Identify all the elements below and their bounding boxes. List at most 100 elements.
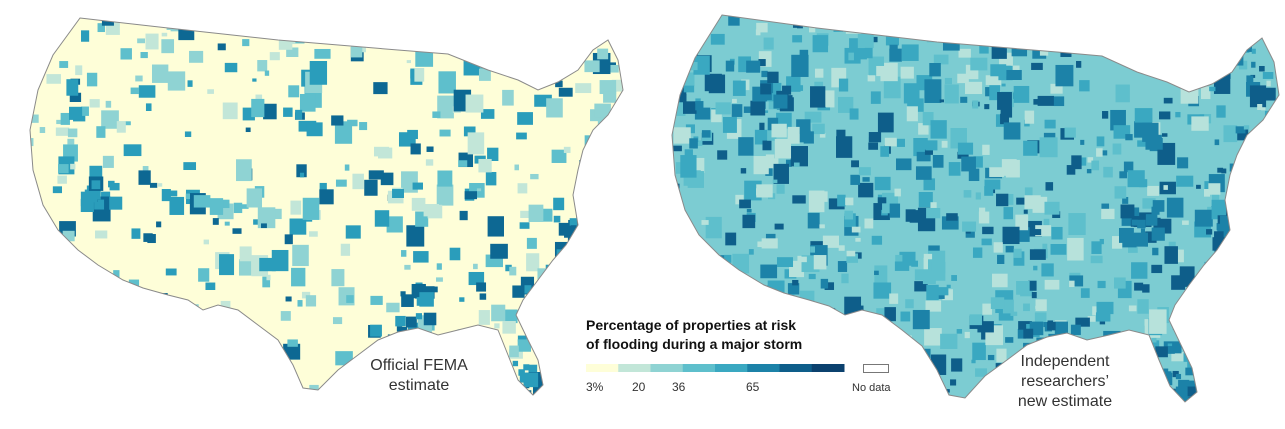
county-patch <box>222 102 238 120</box>
county-patch <box>1201 409 1206 415</box>
county-patch <box>480 109 495 119</box>
county-patch <box>848 52 854 61</box>
county-patch <box>91 379 101 387</box>
county-patch <box>996 193 1009 207</box>
county-patch <box>38 316 43 321</box>
county-patch <box>425 159 434 166</box>
county-patch <box>1184 18 1198 34</box>
county-patch <box>828 198 845 210</box>
county-patch <box>1153 380 1162 387</box>
county-patch <box>1039 50 1049 56</box>
county-patch <box>406 60 412 64</box>
county-patch <box>199 392 207 395</box>
county-patch <box>464 191 478 200</box>
county-patch <box>591 241 607 255</box>
county-patch <box>1262 72 1274 79</box>
county-patch <box>426 146 434 152</box>
county-patch <box>957 151 969 159</box>
county-patch <box>929 63 941 77</box>
county-patch <box>1248 359 1265 376</box>
county-patch <box>481 18 489 22</box>
county-patch <box>66 79 79 96</box>
county-patch <box>965 231 975 238</box>
county-patch <box>491 304 506 322</box>
county-patch <box>238 24 246 29</box>
county-patch <box>1254 413 1270 415</box>
county-patch <box>1140 228 1145 234</box>
county-patch <box>459 210 468 221</box>
county-patch <box>722 117 737 133</box>
county-patch <box>924 79 942 103</box>
county-patch <box>39 54 50 63</box>
county-patch <box>762 140 772 151</box>
county-patch <box>346 371 354 378</box>
county-patch <box>684 72 695 87</box>
county-patch <box>570 225 577 231</box>
county-patch <box>1122 19 1135 31</box>
county-patch <box>561 39 577 59</box>
county-patch <box>672 145 682 152</box>
county-patch <box>500 367 510 376</box>
county-patch <box>677 297 694 310</box>
county-patch <box>401 250 407 257</box>
county-patch <box>748 249 754 255</box>
county-patch <box>965 81 983 95</box>
county-patch <box>1197 402 1210 411</box>
county-patch <box>672 217 674 221</box>
county-patch <box>767 71 779 84</box>
county-patch <box>946 213 958 221</box>
county-patch <box>1090 255 1103 264</box>
county-patch <box>844 210 854 220</box>
county-patch <box>437 95 454 119</box>
county-patch <box>701 220 709 225</box>
county-patch <box>1095 312 1111 322</box>
county-patch <box>580 209 594 221</box>
county-patch <box>868 142 879 150</box>
county-patch <box>1188 396 1202 402</box>
county-patch <box>982 386 998 402</box>
county-patch <box>494 323 500 329</box>
county-patch <box>507 397 518 405</box>
county-patch <box>1167 388 1176 397</box>
county-patch <box>905 299 914 309</box>
county-patch <box>428 37 441 50</box>
county-patch <box>1000 113 1010 125</box>
county-patch <box>185 352 197 367</box>
county-patch <box>838 78 849 92</box>
county-patch <box>1075 317 1090 327</box>
county-patch <box>694 278 711 301</box>
county-patch <box>84 189 98 203</box>
county-patch <box>1270 248 1279 263</box>
county-patch <box>545 273 559 285</box>
county-patch <box>1157 59 1170 73</box>
county-patch <box>374 210 390 227</box>
county-patch <box>1203 34 1212 42</box>
county-patch <box>89 99 100 108</box>
county-patch <box>972 342 986 361</box>
county-patch <box>732 80 746 96</box>
county-patch <box>563 146 571 153</box>
county-patch <box>970 57 988 71</box>
county-patch <box>889 44 898 52</box>
county-patch <box>973 156 983 168</box>
county-patch <box>928 399 937 402</box>
county-patch <box>1264 288 1279 310</box>
county-patch <box>255 94 263 103</box>
county-patch <box>419 292 434 307</box>
county-patch <box>941 140 948 148</box>
county-patch <box>53 19 62 28</box>
county-patch <box>19 136 29 149</box>
county-patch <box>184 131 192 137</box>
county-patch <box>38 307 47 317</box>
county-patch <box>1159 111 1171 120</box>
county-patch <box>194 330 207 340</box>
county-patch <box>485 171 497 186</box>
county-patch <box>1024 187 1033 196</box>
county-patch <box>42 238 58 255</box>
county-patch <box>91 298 96 305</box>
county-patch <box>346 295 354 303</box>
county-patch <box>341 392 346 395</box>
county-patch <box>1149 384 1164 400</box>
county-patch <box>1112 236 1123 249</box>
county-patch <box>217 199 230 209</box>
